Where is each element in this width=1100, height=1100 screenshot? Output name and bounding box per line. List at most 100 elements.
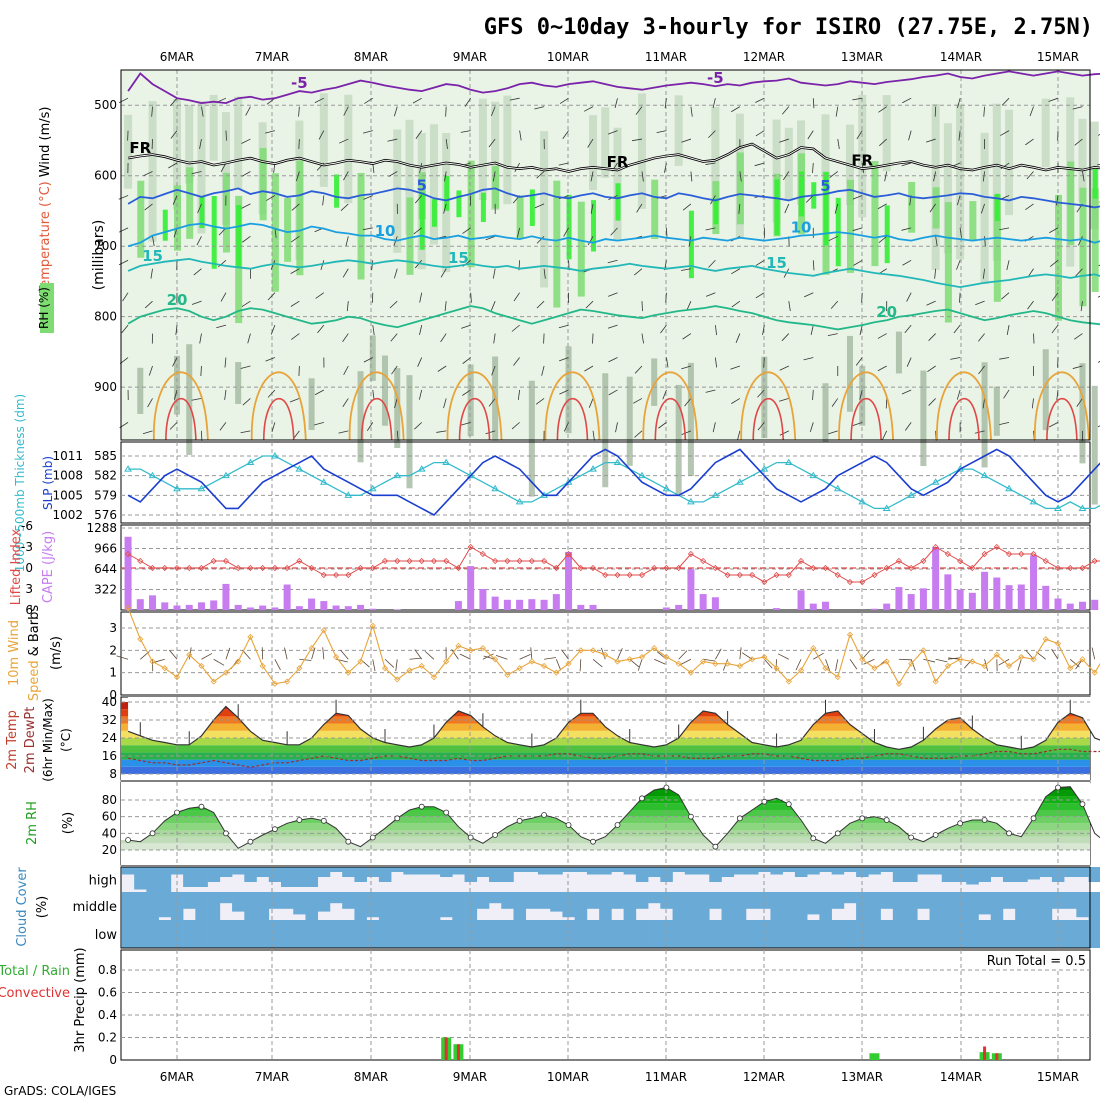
surface-wind-barb: [274, 659, 281, 671]
rh-marker: [810, 835, 817, 842]
wind-speed-marker: [700, 658, 707, 665]
wind-barb: [245, 106, 251, 116]
wind-barb: [633, 398, 643, 404]
wind-speed-marker: [137, 636, 144, 643]
cloud-bar: [317, 867, 331, 877]
rh-shade-dark: [1079, 363, 1086, 464]
wind-barb: [1029, 106, 1034, 117]
wind-speed-marker: [149, 658, 156, 665]
wind-barb: [636, 203, 643, 213]
cape-bar: [540, 599, 548, 610]
wind-speed-marker: [247, 633, 254, 640]
warm-contour-30: [262, 397, 295, 441]
cloud-bar: [121, 920, 135, 948]
cloud-bar: [684, 920, 698, 948]
wind-barb: [755, 97, 765, 103]
wind-barb: [225, 130, 227, 141]
cloud-bar: [1039, 892, 1053, 920]
cape-bar: [822, 601, 830, 610]
thickness-marker: [1029, 497, 1038, 505]
wind-barb: [240, 430, 251, 434]
wind-barb: [755, 292, 765, 299]
cloud-bar: [807, 920, 820, 948]
wind-barb: [172, 195, 178, 205]
wind-barb: [662, 389, 667, 400]
cape-bar: [870, 608, 878, 610]
warm-contour-25: [1033, 371, 1090, 441]
rh-shade-mid: [197, 101, 206, 234]
cloud-bar: [183, 920, 196, 948]
thickness-marker: [173, 484, 181, 492]
wind-barb: [1026, 171, 1034, 180]
cloud-bar: [1002, 867, 1016, 882]
thickness-tick-label: 582: [94, 469, 117, 483]
thickness-marker: [638, 471, 646, 479]
temp-axis-label-2: 2m DewPt: [23, 707, 38, 774]
lifted-index-axis-label: Lifted Index: [9, 528, 24, 605]
temp-axis-label-2-part: 2m DewPt: [23, 707, 38, 774]
wind-barb: [906, 357, 912, 367]
wind-barb: [143, 171, 153, 177]
wind-speed-marker: [553, 669, 560, 676]
wind-barb: [340, 203, 349, 211]
thickness-marker: [907, 491, 916, 498]
surface-wind-barb: [998, 658, 1010, 666]
surface-wind-barb: [201, 653, 213, 660]
cloud-bar: [476, 892, 490, 909]
wind-barb: [783, 171, 790, 181]
cape-bar: [332, 605, 340, 610]
wind-barb: [541, 365, 545, 376]
wind-barb: [247, 333, 251, 344]
cloud-bar: [990, 892, 1004, 920]
wind-barb: [853, 259, 863, 266]
wind-barb: [170, 97, 178, 106]
wind-speed-marker: [1005, 662, 1013, 670]
wind-barb: [1049, 259, 1059, 267]
wind-barb: [412, 97, 422, 104]
rh-shade-bright: [799, 171, 805, 217]
surface-wind-barb: [835, 659, 839, 672]
wind-barb: [436, 430, 447, 433]
thickness-marker: [980, 471, 989, 479]
cape-bar: [344, 606, 352, 610]
rh-shade-bright: [591, 200, 597, 252]
rh-marker: [1030, 815, 1037, 822]
cloud-bar: [268, 892, 282, 909]
cloud-bar: [905, 892, 918, 920]
cloud-bar: [990, 920, 1004, 948]
slp-axis-label-part: SLP (mb): [41, 456, 55, 510]
cloud-row-label: low: [95, 928, 118, 943]
wind-barb: [1025, 203, 1034, 211]
cloud-cover-panel: high middle low Cloud Cover (%): [15, 866, 1100, 949]
wind-barb: [684, 398, 692, 407]
cloud-bar: [146, 892, 159, 920]
cloud-bar: [599, 920, 612, 948]
cloud-bar: [843, 867, 857, 872]
wind-barb: [345, 236, 349, 247]
temperature-contour: [127, 222, 1100, 248]
top-date-label: 13MAR: [841, 50, 883, 64]
cloud-bar: [660, 867, 673, 882]
top-date-label: 6MAR: [160, 50, 195, 64]
thickness-marker: [662, 484, 671, 492]
surface-wind-barb: [311, 647, 316, 660]
cloud-bar: [158, 892, 172, 918]
cloud-bar: [134, 867, 147, 890]
rh-mask: [121, 782, 1100, 849]
lifted-index-marker: [124, 550, 132, 558]
wind-barb: [660, 324, 667, 334]
precip-convective-legend: Convective: [0, 986, 70, 1001]
wind-speed-marker: [198, 662, 205, 670]
rh-marker: [785, 801, 792, 808]
wind-barb: [784, 203, 790, 214]
wind-speed-marker: [993, 651, 1000, 658]
surface-wind-barb: [935, 658, 948, 663]
rh-shade-mid: [711, 106, 720, 203]
cloud-bar: [440, 867, 453, 877]
wind-barb: [1076, 398, 1083, 407]
cloud-bar: [953, 892, 967, 920]
cloud-bar: [256, 892, 270, 920]
wind-speed-marker: [638, 653, 646, 661]
wind-barb: [390, 333, 398, 342]
cloud-bar: [293, 892, 306, 915]
